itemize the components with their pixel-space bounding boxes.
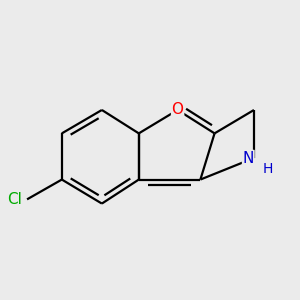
Text: N: N [243,151,254,166]
Text: O: O [172,103,184,118]
Text: Cl: Cl [7,192,22,207]
Text: H: H [262,162,273,176]
